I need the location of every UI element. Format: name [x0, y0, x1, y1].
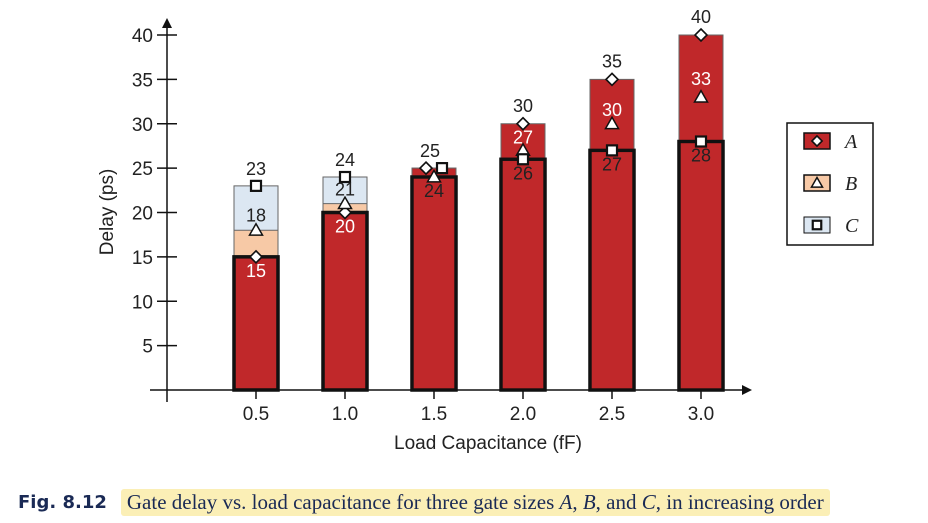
y-tick-label-30: 30	[132, 115, 153, 136]
y-axis-arrow	[162, 18, 172, 28]
value-label-A-1.5: 25	[420, 141, 440, 161]
legend-marker-B	[810, 175, 824, 188]
y-tick-label-35: 35	[132, 70, 153, 91]
value-label-C-1.0: 24	[335, 150, 355, 170]
x-axis-title: Load Capacitance (fF)	[394, 433, 582, 454]
caption-text-part: B	[582, 489, 596, 514]
bars-layer	[232, 34, 725, 392]
value-label-A-2.0: 30	[513, 96, 533, 116]
legend: ABC	[786, 122, 874, 246]
marker-C-3.0	[694, 135, 708, 148]
x-tick-label-0.5: 0.5	[243, 404, 269, 425]
marker-C-0.5	[249, 179, 263, 192]
value-label-C-0.5: 23	[246, 159, 266, 179]
marker-C-2.5	[605, 144, 619, 157]
bar-A-1.5	[411, 167, 457, 391]
caption-text-part: A	[559, 489, 573, 514]
x-tick-label-2.5: 2.5	[599, 404, 625, 425]
chart: 5 10 15 20 25 30 35 40 0.5 1.0 1.5 2.0 2.5 3.0 Load Ca…	[97, 7, 874, 454]
marker-C-1.5	[435, 162, 449, 175]
legend-marker-A	[810, 134, 824, 148]
marker-A-0.5	[248, 249, 264, 265]
value-label-A-1.0: 20	[335, 217, 355, 237]
legend-label-B: B	[845, 173, 857, 195]
value-label-A-3.0: 40	[691, 7, 711, 27]
marker-B-0.5	[248, 222, 264, 236]
caption-label: Fig. 8.12	[18, 491, 107, 513]
y-tick-label-25: 25	[132, 159, 153, 180]
value-labels-layer: 15 18 23 20 21 24 25 24 30 27 26 35 30 27 40 33 28	[246, 7, 711, 281]
value-label-C-3.0: 28	[691, 146, 711, 166]
value-label-C-2.5: 27	[602, 154, 622, 174]
x-tick-label-1.5: 1.5	[421, 404, 447, 425]
marker-B-3.0	[693, 89, 709, 103]
caption-text-part: C	[641, 489, 656, 514]
marker-C-2.0	[516, 153, 530, 166]
x-tick-label-2.0: 2.0	[510, 404, 536, 425]
value-label-C-2.0: 26	[513, 163, 533, 183]
marker-A-3.0	[693, 27, 709, 43]
value-label-A-0.5: 15	[246, 261, 266, 281]
marker-A-2.5	[604, 72, 620, 87]
value-label-B-2.5: 30	[602, 100, 622, 120]
bar-A-1.0	[321, 210, 369, 392]
value-label-B-0.5: 18	[246, 205, 266, 225]
value-label-B-2.0: 27	[513, 127, 533, 147]
caption-text-part: , and	[595, 489, 642, 514]
bar-A-2.5	[589, 78, 635, 391]
x-tick-label-1.0: 1.0	[332, 404, 358, 425]
caption-text: Gate delay vs. load capacitance for thre…	[120, 488, 830, 516]
legend-marker-C	[811, 219, 823, 231]
value-label-A-2.5: 35	[602, 51, 622, 71]
value-label-B-3.0: 33	[691, 69, 711, 89]
y-tick-label-10: 10	[132, 292, 153, 313]
axes-layer: 5 10 15 20 25 30 35 40 0.5 1.0 1.5 2.0 2.5 3.0 Load Ca…	[97, 18, 752, 454]
y-axis-title: Delay (ps)	[97, 169, 118, 256]
x-axis-arrow	[742, 385, 752, 395]
caption-text-part: Gate delay vs. load capacitance for thre…	[126, 489, 560, 514]
marker-B-2.5	[604, 115, 620, 130]
y-tick-label-40: 40	[132, 26, 153, 47]
y-tick-label-15: 15	[132, 248, 153, 269]
marker-B-1.5	[426, 168, 442, 183]
caption-text-part: ,	[572, 489, 583, 514]
marker-C-1.0	[338, 170, 352, 184]
marker-A-1.5	[418, 160, 434, 176]
y-tick-label-5: 5	[142, 337, 153, 358]
markers-layer	[248, 27, 709, 265]
marker-B-1.0	[337, 195, 353, 210]
value-label-B-1.5: 24	[424, 181, 444, 201]
marker-A-1.0	[337, 205, 353, 220]
y-tick-label-20: 20	[132, 204, 153, 225]
marker-A-2.0	[515, 116, 531, 131]
figure-caption: Fig. 8.12 Gate delay vs. load capacitanc…	[18, 487, 830, 517]
legend-label-A: A	[843, 131, 858, 153]
x-tick-label-3.0: 3.0	[688, 404, 714, 425]
caption-text-part: , in increasing order	[655, 489, 824, 514]
legend-label-C: C	[845, 215, 859, 237]
value-label-B-1.0: 21	[335, 180, 355, 200]
